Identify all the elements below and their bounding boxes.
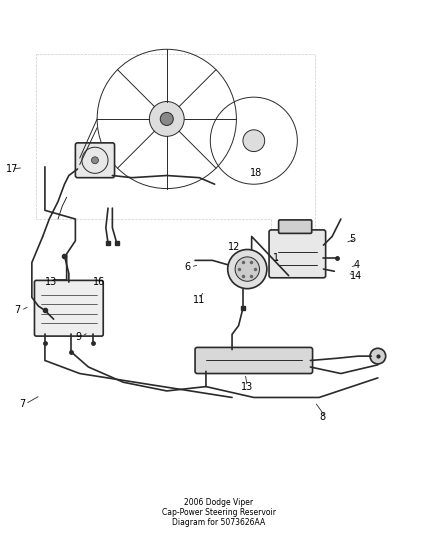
FancyBboxPatch shape <box>35 280 103 336</box>
FancyBboxPatch shape <box>75 143 115 177</box>
Text: 4: 4 <box>354 260 360 270</box>
Text: 9: 9 <box>75 332 81 342</box>
Text: 6: 6 <box>184 262 190 272</box>
Circle shape <box>92 157 99 164</box>
Text: 17: 17 <box>6 164 18 174</box>
Circle shape <box>243 130 265 151</box>
Text: 5: 5 <box>350 233 356 244</box>
Text: 2006 Dodge Viper
Cap-Power Steering Reservoir
Diagram for 5073626AA: 2006 Dodge Viper Cap-Power Steering Rese… <box>162 498 276 527</box>
Text: 1: 1 <box>273 253 279 263</box>
Text: 8: 8 <box>319 412 325 422</box>
Text: 7: 7 <box>14 305 21 316</box>
FancyBboxPatch shape <box>195 348 313 374</box>
Text: 13: 13 <box>45 277 57 287</box>
Text: 14: 14 <box>350 271 362 280</box>
Text: 12: 12 <box>228 243 240 252</box>
Circle shape <box>235 257 259 281</box>
FancyBboxPatch shape <box>279 220 312 233</box>
Text: 7: 7 <box>19 399 25 409</box>
FancyBboxPatch shape <box>269 230 325 278</box>
Circle shape <box>228 249 267 289</box>
Circle shape <box>160 112 173 125</box>
Text: 13: 13 <box>241 382 253 392</box>
Text: 11: 11 <box>193 295 205 304</box>
Circle shape <box>149 101 184 136</box>
Text: 18: 18 <box>250 168 262 179</box>
Circle shape <box>370 348 386 364</box>
Text: 16: 16 <box>93 277 105 287</box>
